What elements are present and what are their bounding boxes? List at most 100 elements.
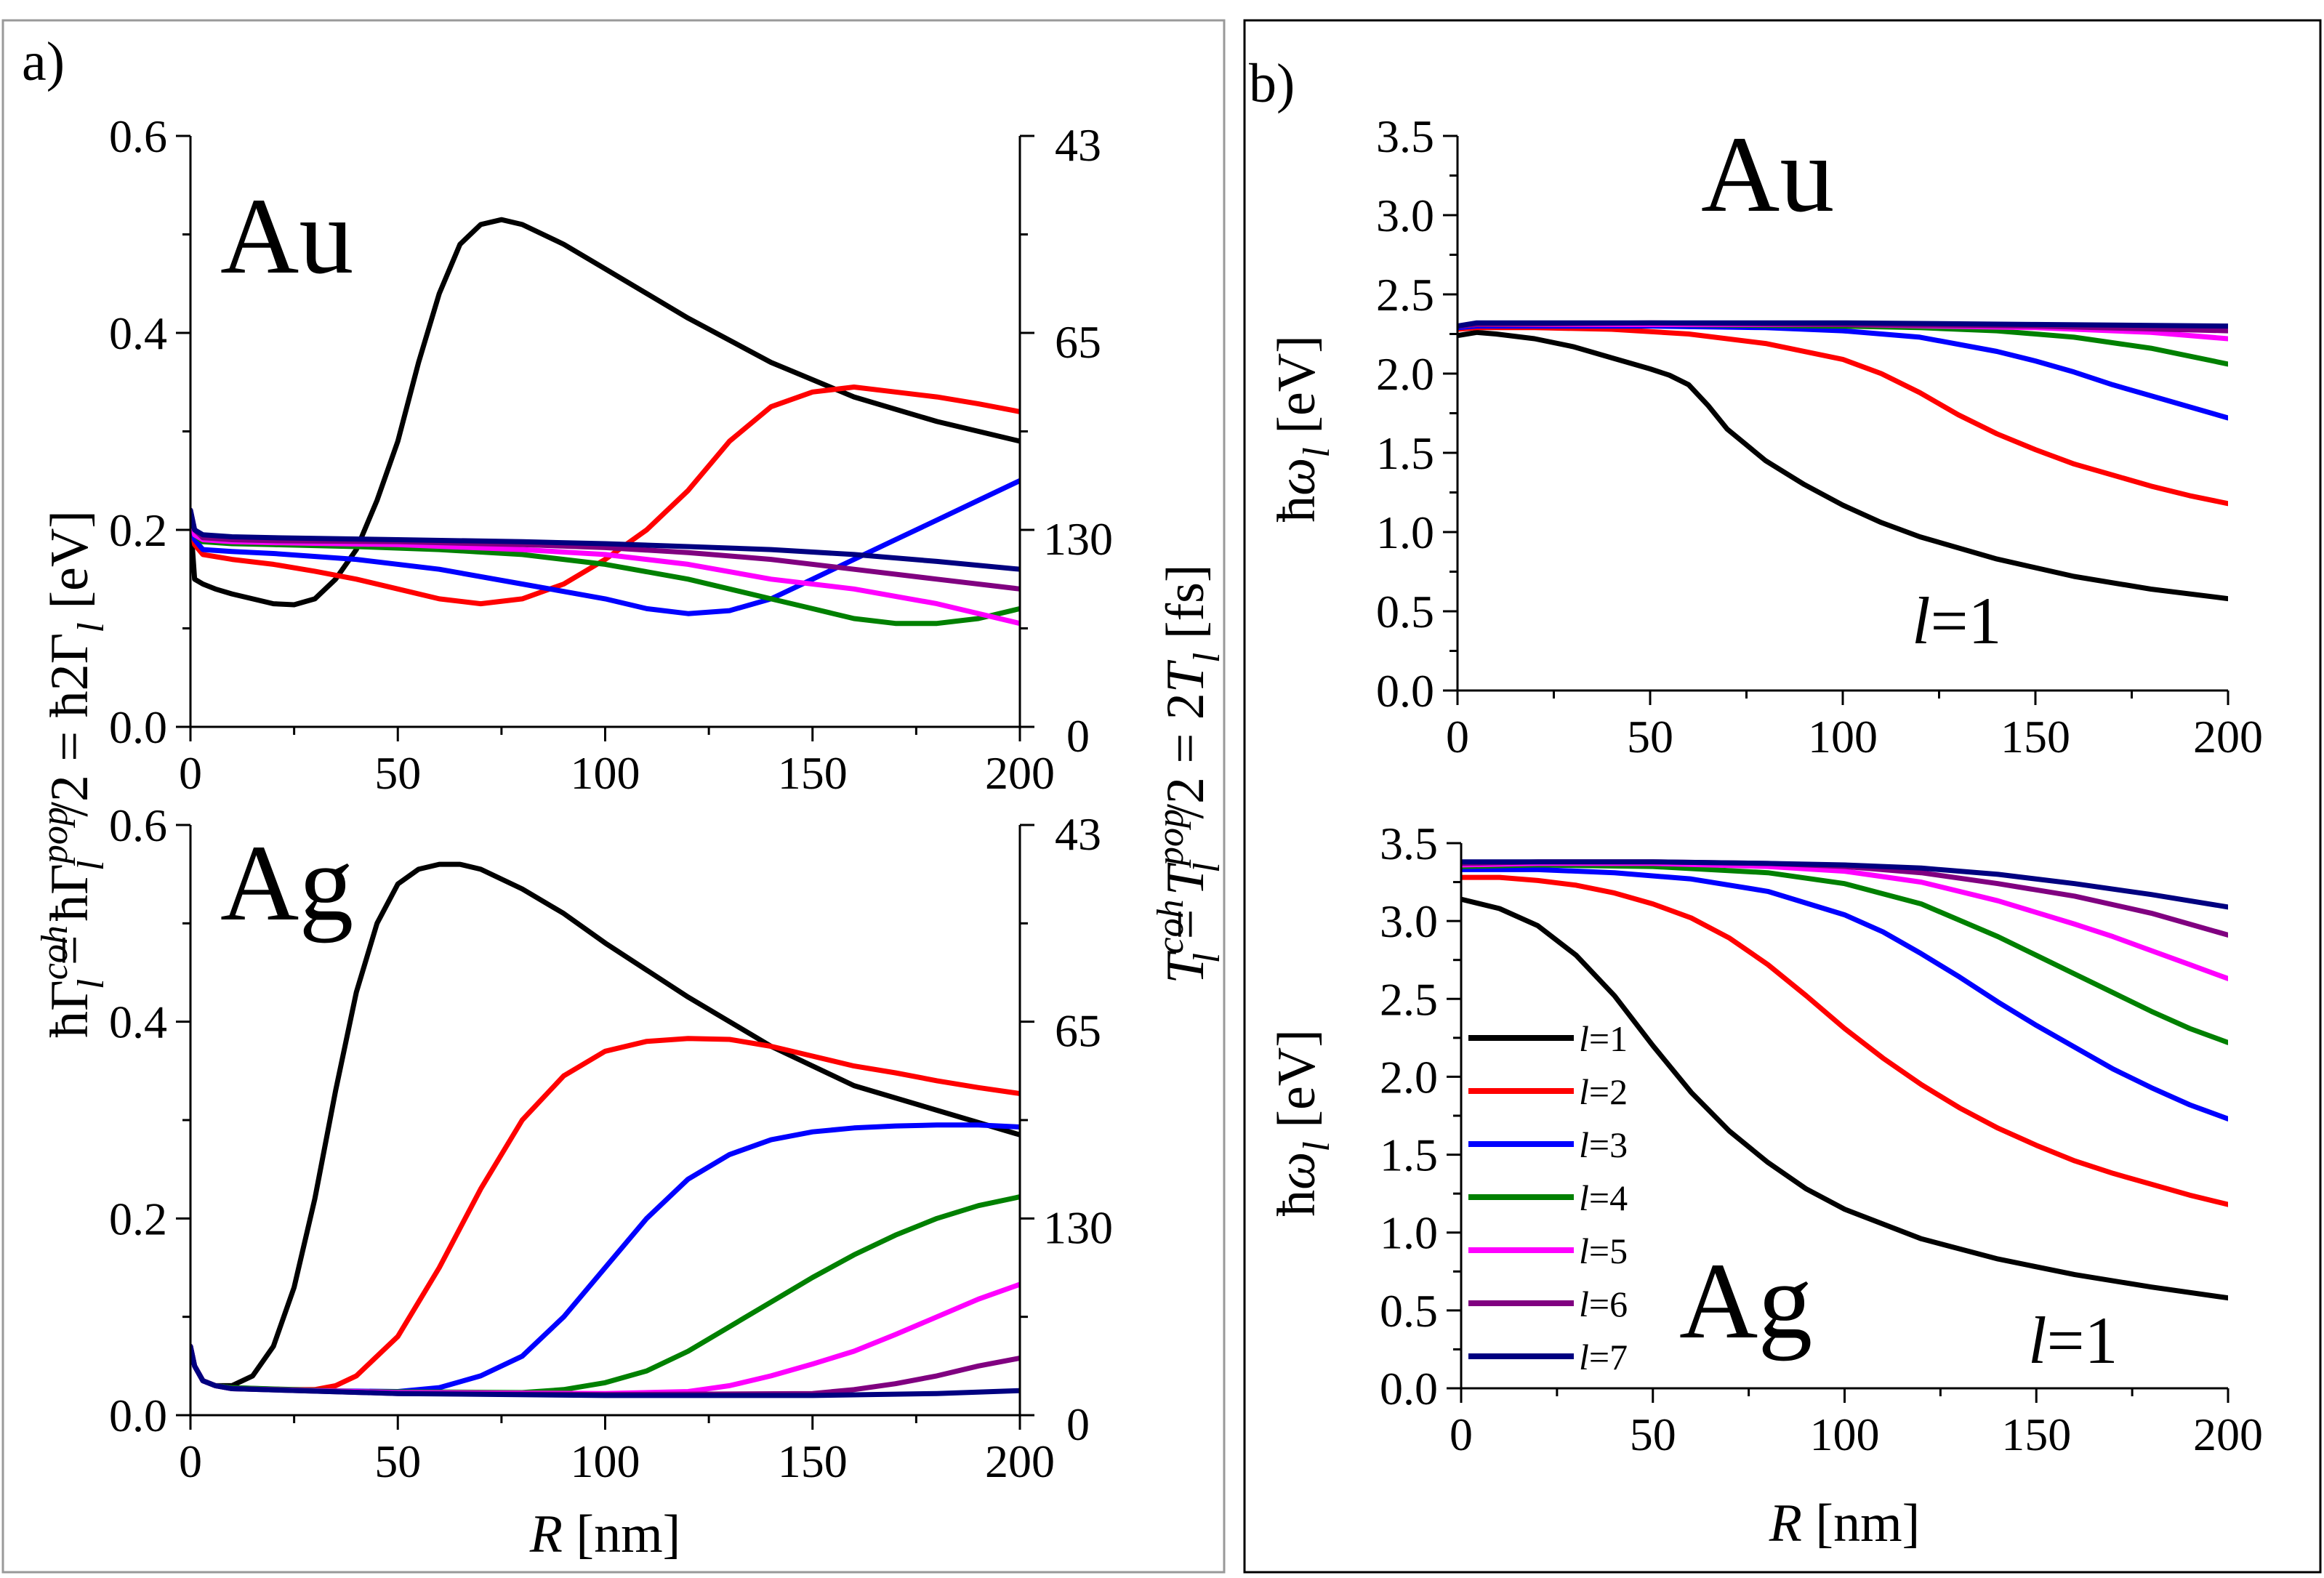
series-group (1457, 320, 2228, 602)
legend: l=1 l=2 l=3 l=4 l=5 l=6 l=7 (1468, 1018, 1628, 1377)
x-tick-label: 0 (179, 1436, 202, 1487)
x-tick-label: 0 (1450, 1409, 1473, 1460)
series-line-l=5 (1461, 861, 2228, 981)
y-tick-label: 1.5 (1380, 1130, 1438, 1181)
legend-label: l=4 (1579, 1178, 1628, 1218)
y-tick-label: 2.0 (1376, 348, 1434, 400)
legend-label: l=2 (1579, 1071, 1628, 1112)
x-tick-label: 100 (571, 747, 640, 799)
y-tick-label: 0.4 (109, 307, 167, 359)
x-axis-title: R [nm] (1769, 1494, 1921, 1553)
x-tick-label: 200 (2193, 711, 2263, 762)
y-tick-label: 3.5 (1380, 818, 1438, 869)
x-tick-label: 200 (2193, 1409, 2263, 1460)
y-tick-label: 0.4 (109, 997, 167, 1048)
y-tick-label: 2.5 (1376, 269, 1434, 321)
material-annotation: Au (1701, 114, 1834, 235)
plots-layer: 0 50 100 150 200 0.0 0.2 0.4 0.6 43 65 130 0 Au 0 50 100… (109, 110, 2263, 1564)
panel-a-left-ylabel: ħΓcohl = ħΓpopl/2 = ħ2Γl [eV] (34, 510, 112, 1038)
x-tick-label: 150 (778, 1436, 848, 1487)
series-line-l=7 (190, 1343, 1020, 1398)
panel-a-frame (1, 19, 1226, 1574)
y-tick-label: 0.5 (1376, 586, 1434, 637)
panel-b-label: b) (1249, 53, 1295, 114)
right-tick-label: 43 (1055, 119, 1101, 171)
y-tick-label: 0.2 (109, 1193, 167, 1244)
material-annotation: Au (220, 176, 353, 297)
x-tick-label: 100 (1810, 1409, 1880, 1460)
axes (1443, 134, 2229, 705)
panel-b-ylabel-b-bottom: ħωl [eV] (1267, 1029, 1338, 1217)
x-tick-label: 100 (1808, 711, 1878, 762)
right-tick-label: 130 (1043, 513, 1113, 565)
y-tick-label: 2.0 (1380, 1051, 1438, 1103)
axes (176, 134, 1034, 741)
right-tick-label: 43 (1055, 808, 1101, 860)
axes (1447, 842, 2229, 1403)
y-tick-label: 0.6 (109, 110, 167, 162)
mode-annotation: l=1 (1912, 584, 2001, 658)
x-tick-label: 200 (985, 747, 1055, 799)
x-tick-label: 0 (1446, 711, 1469, 762)
y-tick-label: 1.5 (1376, 427, 1434, 479)
x-tick-label: 200 (985, 1436, 1055, 1487)
right-tick-label: 0 (1066, 710, 1090, 762)
right-tick-label: 130 (1043, 1201, 1113, 1253)
y-tick-label: 0.0 (1376, 665, 1434, 717)
series-line-l=2 (1457, 325, 2228, 507)
series-line-l=6 (190, 507, 1020, 592)
series-line-l=4 (1461, 862, 2228, 1045)
panel-a-label: a) (22, 31, 65, 92)
y-tick-label: 0.0 (1380, 1363, 1438, 1414)
series-line-l=5 (190, 1281, 1020, 1396)
y-tick-label: 0.2 (109, 504, 167, 556)
series-line-l=7 (190, 507, 1020, 572)
chart-a-top: 0 50 100 150 200 0.0 0.2 0.4 0.6 43 65 130 0 Au (109, 110, 1113, 799)
y-tick-label: 0.0 (109, 1390, 167, 1441)
series-line-l=7 (1461, 859, 2228, 910)
panel-b-frame (1243, 19, 2322, 1574)
legend-label: l=5 (1579, 1231, 1628, 1271)
y-tick-label: 1.0 (1380, 1207, 1438, 1259)
y-tick-label: 1.0 (1376, 507, 1434, 558)
series-line-l=1 (1457, 329, 2228, 602)
material-annotation: Ag (220, 823, 353, 943)
axes (176, 824, 1034, 1430)
x-tick-label: 150 (2001, 711, 2070, 762)
legend-label: l=7 (1579, 1337, 1628, 1377)
panel-b-ylabel-b-top: ħωl [eV] (1267, 335, 1338, 523)
series-group (190, 217, 1020, 627)
series-group (190, 861, 1020, 1398)
y-tick-label: 3.5 (1376, 110, 1434, 162)
series-line-l=3 (1461, 866, 2228, 1122)
y-tick-label: 3.0 (1380, 895, 1438, 947)
x-axis-title: R [nm] (529, 1505, 681, 1564)
ylabel-text: ħωl [eV] (1267, 1029, 1338, 1217)
series-line-l=3 (190, 478, 1020, 616)
x-tick-label: 0 (179, 747, 202, 799)
x-tick-label: 100 (571, 1436, 640, 1487)
legend-label: l=3 (1579, 1124, 1628, 1165)
legend-label: l=6 (1579, 1284, 1628, 1324)
series-line-l=1 (190, 217, 1020, 608)
panel-a-right-ylabel: Tcohl = Tpopl/2 = 2Tl [fs] (1150, 564, 1228, 983)
series-line-l=2 (190, 385, 1020, 607)
x-tick-label: 50 (374, 747, 421, 799)
y-tick-label: 0.0 (109, 701, 167, 753)
series-line-l=4 (190, 1194, 1020, 1396)
x-tick-label: 150 (778, 747, 848, 799)
right-ylabel-text: Tcohl = Tpopl/2 = 2Tl [fs] (1150, 564, 1228, 983)
series-group (1461, 859, 2228, 1301)
right-tick-label: 65 (1055, 1005, 1101, 1057)
chart-b-bottom: 0 50 100 150 200 0.0 0.5 1.0 1.5 2.0 2.5 3.0 3.5 Ag l=… (1380, 818, 2263, 1553)
series-line-l=7 (1457, 320, 2228, 329)
y-tick-label: 2.5 (1380, 973, 1438, 1025)
ylabel-text: ħωl [eV] (1267, 335, 1338, 523)
left-ylabel-text: ħΓcohl = ħΓpopl/2 = ħ2Γl [eV] (34, 510, 112, 1038)
series-line-l=1 (1461, 896, 2228, 1301)
x-tick-label: 150 (2001, 1409, 2071, 1460)
material-annotation: Ag (1679, 1241, 1812, 1361)
x-tick-label: 50 (1627, 711, 1673, 762)
right-tick-label: 0 (1066, 1398, 1090, 1450)
